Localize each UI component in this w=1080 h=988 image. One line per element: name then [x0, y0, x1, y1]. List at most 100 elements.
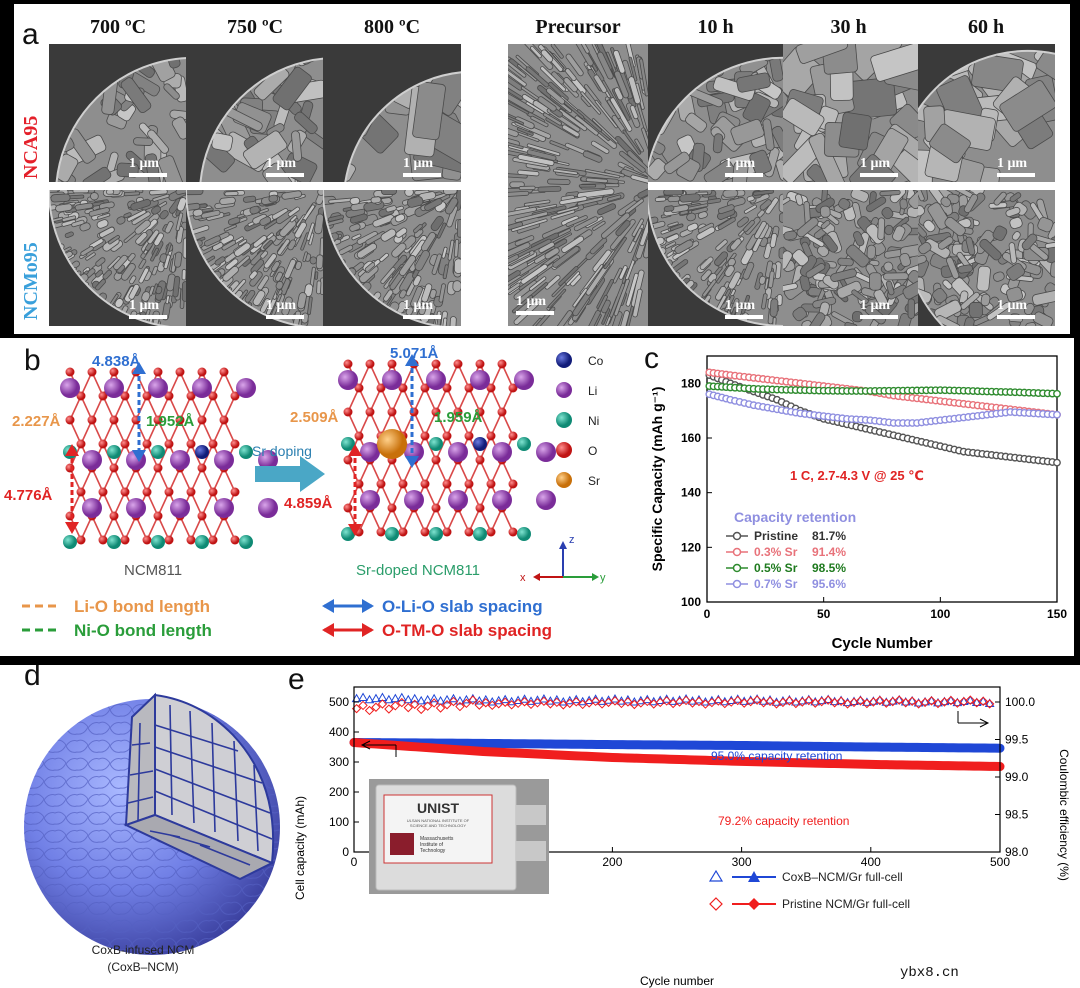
nickel-atom: [385, 527, 399, 541]
ce-marker: [545, 696, 556, 705]
x-tick-label: 400: [861, 855, 881, 869]
nickel-atom: [341, 527, 355, 541]
ce-marker: [733, 695, 743, 706]
ce-marker: [597, 696, 607, 705]
y-tick-label: 200: [329, 785, 349, 799]
ce-marker: [623, 697, 633, 707]
oxygen-atom: [153, 463, 163, 473]
ce-marker: [894, 695, 904, 705]
oxygen-atom: [376, 479, 386, 489]
right-structure-name: Sr-doped NCM811: [356, 562, 480, 579]
lithium-atom: [360, 490, 380, 510]
oxygen-atom: [230, 487, 240, 497]
legend-ni-o-bond: Ni-O bond length: [74, 621, 212, 640]
watermark: ybx8.cn: [900, 965, 959, 981]
row-title-nca95: NCA95: [20, 115, 42, 179]
oxygen-atom: [230, 391, 240, 401]
nickel-atom: [239, 445, 253, 459]
left-structure-name: NCM811: [124, 562, 182, 579]
scale-bar-label: 1 μm: [403, 298, 434, 313]
oxygen-atom: [354, 383, 364, 393]
ce-marker: [474, 700, 485, 710]
ce-marker: [390, 701, 401, 711]
ce-marker: [371, 693, 381, 703]
scale-bar-line: [997, 173, 1035, 177]
ce-marker: [377, 699, 388, 709]
y2-tick-label: 98.5: [1005, 808, 1029, 822]
ce-marker: [713, 696, 724, 706]
cobalt-atom: [195, 445, 209, 459]
oxygen-atom: [475, 503, 485, 513]
sem-nca95-1-scale-bar: 1 μm: [266, 156, 304, 177]
ce-marker: [887, 696, 898, 705]
ce-marker: [371, 702, 381, 712]
scale-bar-line: [725, 315, 763, 319]
oxygen-atom: [164, 439, 174, 449]
sr-doping-arrow: [255, 456, 325, 492]
oxygen-atom: [453, 359, 463, 369]
ce-marker: [855, 695, 866, 704]
oxygen-atom: [153, 367, 163, 377]
oxygen-atom: [175, 367, 185, 377]
cutaway-bottom: [123, 813, 275, 881]
lithium-atom: [426, 370, 446, 390]
chart-c-xlabel: Cycle Number: [832, 635, 933, 652]
ce-marker: [455, 695, 465, 705]
y-tick-label: 400: [329, 725, 349, 739]
sem-ncmo95-2-texture: [323, 190, 461, 326]
nickel-atom: [239, 535, 253, 549]
oxygen-atom: [365, 359, 375, 369]
oxygen-atom: [398, 527, 408, 537]
x-tick-label: 500: [990, 855, 1010, 869]
y2-tick-label: 99.0: [1005, 770, 1029, 784]
lithium-atom: [536, 442, 556, 462]
tile-divider: [648, 182, 1056, 190]
oxygen-atom: [230, 439, 240, 449]
ce-marker: [519, 697, 530, 707]
ce-marker: [984, 698, 995, 707]
nickel-atom: [429, 527, 443, 541]
scale-bar-label: 1 μm: [403, 156, 434, 171]
oxygen-atom: [208, 391, 218, 401]
sem-anneal-bottom-2-scale-bar: 1 μm: [997, 298, 1035, 319]
oxygen-atom: [464, 431, 474, 441]
ce-marker: [765, 696, 775, 706]
oxygen-atom: [486, 527, 496, 537]
ce-marker: [481, 698, 491, 708]
oxygen-atom: [420, 527, 430, 537]
oxygen-atom: [431, 455, 441, 465]
ce-marker: [823, 694, 834, 704]
oxygen-atom: [164, 391, 174, 401]
nickel-atom: [429, 437, 443, 451]
lithium-atom: [170, 450, 190, 470]
ce-marker: [836, 696, 846, 706]
strontium-atom: [377, 429, 407, 459]
lithium-atom: [492, 490, 512, 510]
oxygen-atom: [219, 415, 229, 425]
oxygen-atom: [398, 383, 408, 393]
scale-bar-label: 1 μm: [997, 298, 1028, 313]
lithium-atom: [148, 378, 168, 398]
scale-bar-label: 1 μm: [725, 156, 756, 171]
oxygen-atom: [354, 479, 364, 489]
col-title-60h: 60 h: [967, 16, 1005, 38]
ce-marker: [416, 704, 426, 715]
data-point: [1053, 410, 1061, 419]
sem-anneal-bottom-0-scale-bar: 1 μm: [725, 298, 763, 319]
ce-marker: [506, 696, 517, 706]
oxygen-atom: [420, 479, 430, 489]
legend-retention: 91.4%: [812, 545, 846, 559]
lithium-atom: [170, 498, 190, 518]
ce-marker: [946, 695, 956, 706]
col-title-700: 700 ºC: [89, 16, 147, 38]
sem-anneal-top-1: 1 μm: [783, 44, 918, 182]
ce-marker: [584, 695, 595, 704]
y-tick-label: 120: [681, 540, 701, 554]
ce-marker: [958, 696, 969, 705]
oxygen-atom: [398, 479, 408, 489]
ce-marker: [661, 696, 672, 706]
sem-anneal-bottom-1: 1 μm: [783, 190, 918, 326]
panel-d: d CoxB-infused NCM (CoxB–NCM): [0, 665, 286, 988]
oxygen-atom: [354, 431, 364, 441]
sem-anneal-bottom-1-texture: [783, 190, 918, 326]
